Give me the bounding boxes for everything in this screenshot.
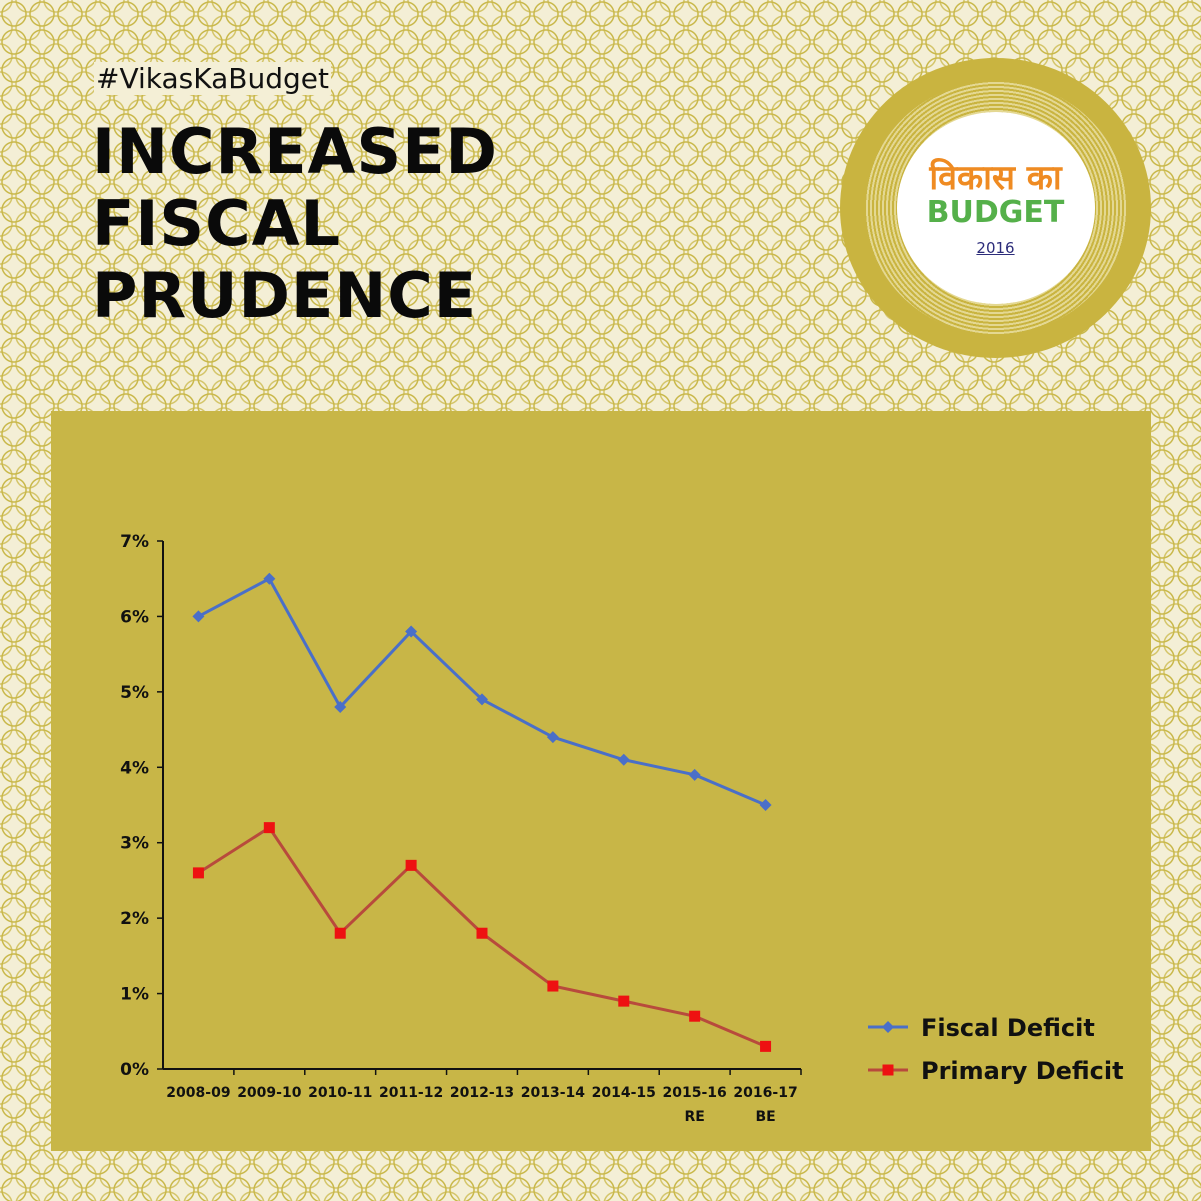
y-tick-label: 6% xyxy=(120,607,149,627)
y-tick-label: 7% xyxy=(120,532,149,552)
x-tick-sublabel: BE xyxy=(755,1109,775,1125)
badge-hindi-text: विकास का xyxy=(929,158,1062,198)
data-point-primary xyxy=(618,995,630,1007)
data-point-fiscal xyxy=(759,799,772,811)
x-tick-labels: 2008-09 2009-10 2010-11 2011-12 2012-13 2013-… xyxy=(166,1069,802,1125)
y-tick-label: 5% xyxy=(120,683,149,703)
x-tick-label: 2014-15 xyxy=(592,1085,656,1101)
title-line-3: PRUDENCE xyxy=(92,259,478,332)
badge-year: 2016 xyxy=(976,239,1015,257)
x-tick-label: 2011-12 xyxy=(379,1085,443,1101)
y-tick-label: 4% xyxy=(120,758,149,778)
x-tick-label: 2016-17 xyxy=(733,1085,797,1101)
title-line-2: FISCAL xyxy=(92,187,342,260)
data-point-fiscal xyxy=(617,753,630,766)
y-tick-label: 1% xyxy=(120,985,149,1005)
x-tick-label: 2008-09 xyxy=(166,1085,230,1101)
series-line-0 xyxy=(197,576,767,807)
data-point-fiscal xyxy=(688,768,701,781)
hashtag: #VikasKaBudget xyxy=(94,62,331,95)
data-point-fiscal xyxy=(405,625,418,638)
data-point-primary xyxy=(476,927,488,939)
chart-axes xyxy=(162,541,801,1070)
x-tick-label: 2013-14 xyxy=(521,1085,586,1101)
data-point-fiscal xyxy=(476,693,488,706)
badge-english-text: BUDGET xyxy=(926,195,1065,230)
page-title: INCREASED FISCAL PRUDENCE xyxy=(92,116,498,332)
x-tick-label: 2012-13 xyxy=(450,1085,514,1101)
data-point-fiscal xyxy=(334,700,347,713)
y-tick-labels: 0% 1% 2% 3% 4% 5% 6% 7% xyxy=(120,532,163,1080)
x-tick-label: 2010-11 xyxy=(308,1085,372,1101)
badge-ring: विकास का BUDGET 2016 xyxy=(864,81,1127,335)
legend-marker-diamond xyxy=(882,1021,894,1033)
chart-legend: Fiscal Deficit Primary Deficit xyxy=(868,1014,1124,1085)
data-point-fiscal xyxy=(192,610,205,623)
data-point-primary xyxy=(547,980,559,992)
data-point-primary xyxy=(760,1040,772,1052)
badge-inner: विकास का BUDGET 2016 xyxy=(896,112,1095,304)
legend-label-0: Fiscal Deficit xyxy=(921,1014,1095,1042)
data-point-primary xyxy=(192,867,204,879)
budget-badge: विकास का BUDGET 2016 xyxy=(840,58,1151,358)
legend-marker-square xyxy=(882,1064,894,1076)
data-point-primary xyxy=(334,927,346,939)
x-tick-label: 2015-16 xyxy=(663,1085,727,1101)
data-point-fiscal xyxy=(263,572,276,585)
data-point-primary xyxy=(263,822,275,834)
deficit-line-chart: 0%1%2%3%4%5%6%7% 2008-09 2009-10 2010-11 20… xyxy=(120,532,1124,1125)
legend-label-1: Primary Deficit xyxy=(921,1057,1124,1085)
data-point-primary xyxy=(405,859,417,871)
x-tick-sublabel: RE xyxy=(684,1109,704,1125)
title-line-1: INCREASED xyxy=(92,115,499,188)
x-tick-label: 2009-10 xyxy=(237,1085,302,1101)
chart-panel: 0% 1% 2% 3% 4% 5% 6% 7% 2008-09 2009-10 2010-11 20… xyxy=(51,411,1151,1151)
y-tick-label: 2% xyxy=(120,909,149,929)
chart-series xyxy=(192,572,772,1052)
y-tick-label: 3% xyxy=(120,834,149,854)
y-tick-label: 0% xyxy=(120,1060,149,1080)
data-point-primary xyxy=(689,1010,701,1022)
data-point-fiscal xyxy=(546,731,559,744)
